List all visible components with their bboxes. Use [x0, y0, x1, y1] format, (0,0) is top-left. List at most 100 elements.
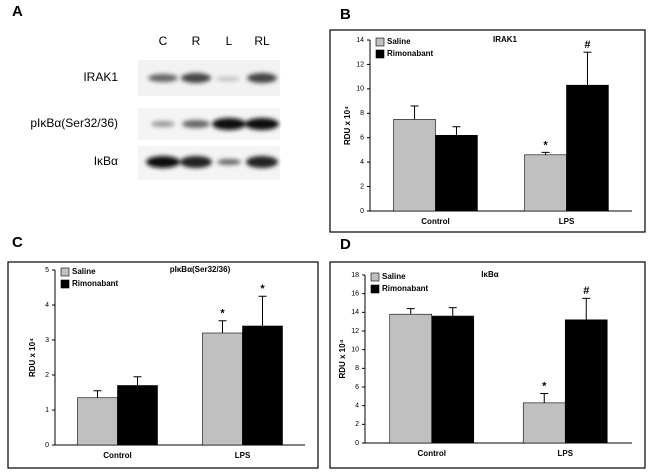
annotation: IRAK1 — [493, 35, 518, 44]
band — [148, 74, 178, 82]
lane-label: R — [192, 34, 201, 48]
legend-swatch — [60, 279, 70, 289]
y-tick-label: 0 — [45, 442, 49, 449]
band — [216, 77, 240, 81]
error-bar — [541, 151, 550, 155]
lane-label: RL — [254, 34, 270, 48]
y-tick-label: 12 — [351, 328, 359, 335]
band — [180, 156, 212, 168]
error-bar — [452, 126, 461, 136]
significance-mark: * — [542, 380, 547, 392]
bar — [524, 154, 567, 212]
chart: B 0 2 4 6 8 10 12 14 RDU x 10⁴ IRAK1 Control LPS * # Sa… — [329, 6, 646, 233]
panel-label: B — [340, 6, 351, 23]
error-bar — [218, 320, 227, 333]
x-tick-label: Control — [103, 451, 131, 460]
y-tick-label: 10 — [356, 86, 364, 93]
x-tick-label: LPS — [235, 451, 251, 460]
bands — [146, 73, 279, 168]
legend-label: Saline — [72, 267, 96, 276]
error-bar — [93, 390, 102, 398]
y-tick-label: 12 — [356, 61, 364, 68]
error-bar — [583, 51, 592, 86]
y-tick-label: 18 — [351, 272, 359, 279]
chart-frame — [329, 261, 646, 469]
lane-label: C — [159, 34, 168, 48]
y-tick-label: 10 — [351, 347, 359, 354]
y-tick-label: 2 — [360, 183, 364, 190]
x-tick-label: LPS — [559, 217, 575, 226]
y-axis-label: RDU x 10⁴ — [343, 106, 352, 145]
significance-mark: # — [583, 285, 589, 297]
band — [151, 121, 175, 127]
bar — [566, 84, 609, 212]
bar — [431, 315, 475, 444]
y-tick-label: 1 — [45, 407, 49, 414]
legend-label: Saline — [387, 37, 411, 46]
western-blot — [138, 60, 280, 180]
y-tick-label: 14 — [351, 309, 359, 316]
significance-mark: * — [543, 139, 548, 151]
y-axis-label: RDU x 10⁴ — [28, 338, 37, 377]
error-bar — [258, 295, 267, 326]
y-tick-label: 5 — [45, 267, 49, 274]
legend-label: Saline — [382, 272, 406, 281]
y-tick-label: 6 — [360, 135, 364, 142]
band — [146, 156, 180, 168]
x-tick-label: Control — [418, 449, 446, 458]
error-bar — [410, 105, 419, 120]
annotation: pIκBα(Ser32/36) — [170, 265, 231, 274]
bar — [389, 313, 433, 444]
band — [245, 118, 279, 130]
bar — [202, 332, 243, 446]
significance-mark: * — [220, 308, 225, 320]
chart-frame — [7, 261, 319, 469]
panel-label: D — [340, 236, 351, 253]
y-tick-label: 3 — [45, 337, 49, 344]
y-tick-label: 14 — [356, 37, 364, 44]
lane-label: L — [226, 34, 233, 48]
y-tick-label: 2 — [355, 421, 359, 428]
significance-mark: * — [260, 283, 265, 295]
row-label: IκBα — [94, 154, 118, 168]
legend-swatch — [375, 49, 385, 59]
y-tick-label: 2 — [45, 372, 49, 379]
error-bar — [540, 393, 549, 403]
band — [212, 118, 246, 130]
band — [247, 73, 277, 83]
band — [217, 159, 241, 165]
error-bar — [133, 376, 142, 386]
legend-swatch — [375, 37, 385, 47]
y-tick-label: 4 — [355, 403, 359, 410]
annotation: IκBα — [481, 270, 498, 279]
legend-label: Rimonabant — [382, 284, 429, 293]
legend-label: Rimonabant — [387, 49, 434, 58]
y-axis-label: RDU x 10⁴ — [338, 339, 347, 378]
bar — [242, 325, 283, 446]
y-tick-label: 8 — [355, 365, 359, 372]
panel-label: A — [12, 3, 23, 20]
legend-swatch — [60, 267, 70, 277]
chart-frame — [329, 29, 646, 233]
legend-swatch — [370, 284, 380, 294]
band — [181, 73, 211, 83]
bar — [564, 319, 608, 444]
y-tick-label: 6 — [355, 384, 359, 391]
significance-mark: # — [584, 39, 590, 51]
y-tick-label: 4 — [45, 302, 49, 309]
panel-label: C — [12, 234, 23, 251]
y-tick-label: 0 — [355, 440, 359, 447]
y-tick-label: 0 — [360, 208, 364, 215]
chart: D 0 2 4 6 8 10 12 14 16 18 RDU x 10⁴ IκBα Control LPS *… — [329, 236, 646, 469]
error-bar — [448, 307, 457, 317]
y-tick-label: 4 — [360, 159, 364, 166]
legend-label: Rimonabant — [72, 279, 119, 288]
x-tick-label: Control — [421, 217, 449, 226]
x-tick-label: LPS — [557, 449, 573, 458]
y-tick-label: 16 — [351, 291, 359, 298]
y-tick-label: 8 — [360, 110, 364, 117]
error-bar — [406, 308, 415, 315]
row-label: pIκBα(Ser32/36) — [30, 116, 118, 130]
error-bar — [582, 297, 591, 320]
